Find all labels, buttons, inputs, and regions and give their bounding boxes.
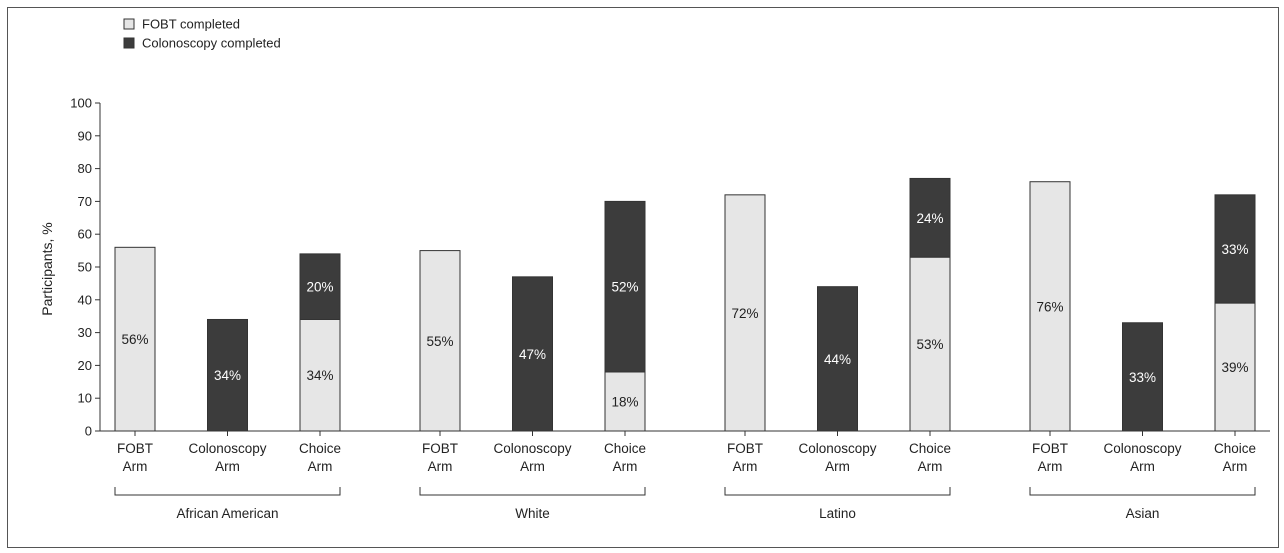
data-label-fobt: 55% [426, 334, 453, 349]
y-tick-label: 60 [78, 227, 92, 242]
data-label-colonoscopy: 52% [611, 280, 638, 295]
group-label: Asian [1126, 506, 1160, 521]
x-tick-label: Choice [604, 441, 646, 456]
y-axis: 0 10 20 30 40 50 60 70 80 90 100 [70, 96, 1270, 439]
x-tick-label: Arm [1130, 459, 1155, 474]
x-tick-label: Choice [909, 441, 951, 456]
data-label-colonoscopy: 24% [916, 211, 943, 226]
data-label-colonoscopy: 34% [214, 368, 241, 383]
x-axis-labels: FOBT Arm Colonoscopy Arm Choice Arm FOBT Arm Col… [117, 431, 1256, 474]
group-label: African American [176, 506, 278, 521]
group-label: Latino [819, 506, 856, 521]
x-tick-label: FOBT [727, 441, 763, 456]
y-tick-label: 20 [78, 358, 92, 373]
data-label-colonoscopy: 33% [1221, 242, 1248, 257]
bar-segment-colonoscopy [512, 276, 553, 432]
bar-segment-colonoscopy [604, 200, 646, 373]
x-tick-label: Arm [613, 459, 638, 474]
x-tick-label: Colonoscopy [188, 441, 266, 456]
x-tick-label: Arm [918, 459, 943, 474]
x-tick-label: Arm [1223, 459, 1248, 474]
bar-segment-fobt [1214, 302, 1256, 432]
bar-segment-fobt [299, 318, 341, 432]
data-label-fobt: 76% [1036, 299, 1063, 314]
legend-label-fobt: FOBT completed [142, 17, 240, 32]
data-label-colonoscopy: 44% [824, 352, 851, 367]
data-label-fobt: 34% [306, 368, 333, 383]
group-bracket [1029, 487, 1256, 496]
x-tick-label: Arm [123, 459, 148, 474]
y-axis-label: Participants, % [39, 222, 55, 315]
x-tick-label: Arm [733, 459, 758, 474]
bar-segment-fobt [724, 194, 766, 432]
data-label-fobt: 18% [611, 394, 638, 409]
x-tick-label: Arm [520, 459, 545, 474]
group-bracket [114, 487, 341, 496]
data-label-fobt: 72% [731, 306, 758, 321]
y-tick-label: 10 [78, 391, 92, 406]
x-tick-label: Colonoscopy [1103, 441, 1181, 456]
legend-swatch-fobt [123, 18, 135, 30]
legend-label-colonoscopy: Colonoscopy completed [142, 36, 281, 51]
group-bracket [419, 487, 646, 496]
data-label-fobt: 56% [121, 332, 148, 347]
x-tick-label: FOBT [422, 441, 458, 456]
y-tick-label: 70 [78, 194, 92, 209]
x-tick-label: Arm [1038, 459, 1063, 474]
bar-segment-fobt [114, 246, 156, 432]
y-tick-label: 40 [78, 292, 92, 307]
x-tick-label: Arm [825, 459, 850, 474]
x-tick-label: Choice [1214, 441, 1256, 456]
data-label-fobt: 39% [1221, 360, 1248, 375]
y-tick-label: 50 [78, 260, 92, 275]
x-tick-label: Arm [215, 459, 240, 474]
group-label: White [515, 506, 550, 521]
group-brackets: African American White Latino Asian [114, 487, 1256, 521]
x-tick-label: Colonoscopy [798, 441, 876, 456]
y-tick-label: 100 [70, 96, 92, 111]
x-tick-label: FOBT [1032, 441, 1068, 456]
data-label-colonoscopy: 47% [519, 347, 546, 362]
y-tick-label: 30 [78, 325, 92, 340]
x-tick-label: FOBT [117, 441, 153, 456]
bars: 56% 34% 34% 20% 55% 47% 18% 52% 72% 44% 53% 24% 76% 3… [114, 177, 1256, 432]
x-tick-label: Arm [428, 459, 453, 474]
group-bracket [724, 487, 951, 496]
bar-segment-colonoscopy [909, 177, 951, 258]
x-tick-label: Colonoscopy [493, 441, 571, 456]
bar-segment-colonoscopy [817, 286, 858, 432]
bar-segment-colonoscopy [1122, 322, 1163, 432]
y-tick-label: 0 [85, 424, 92, 439]
bar-segment-colonoscopy [1214, 194, 1256, 304]
y-tick-label: 80 [78, 161, 92, 176]
bar-segment-fobt [419, 250, 461, 432]
x-tick-label: Arm [308, 459, 333, 474]
bar-segment-fobt [1029, 181, 1071, 432]
data-label-colonoscopy: 33% [1129, 370, 1156, 385]
legend: FOBT completed Colonoscopy completed [123, 17, 281, 51]
x-tick-label: Choice [299, 441, 341, 456]
y-tick-label: 90 [78, 128, 92, 143]
data-label-fobt: 53% [916, 337, 943, 352]
data-label-colonoscopy: 20% [306, 280, 333, 295]
bar-segment-colonoscopy [299, 253, 341, 320]
bar-segment-fobt [909, 256, 951, 432]
legend-swatch-colonoscopy [123, 37, 135, 49]
